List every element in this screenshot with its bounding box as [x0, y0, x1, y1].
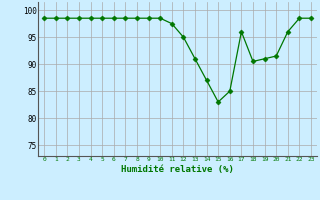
X-axis label: Humidité relative (%): Humidité relative (%)	[121, 165, 234, 174]
